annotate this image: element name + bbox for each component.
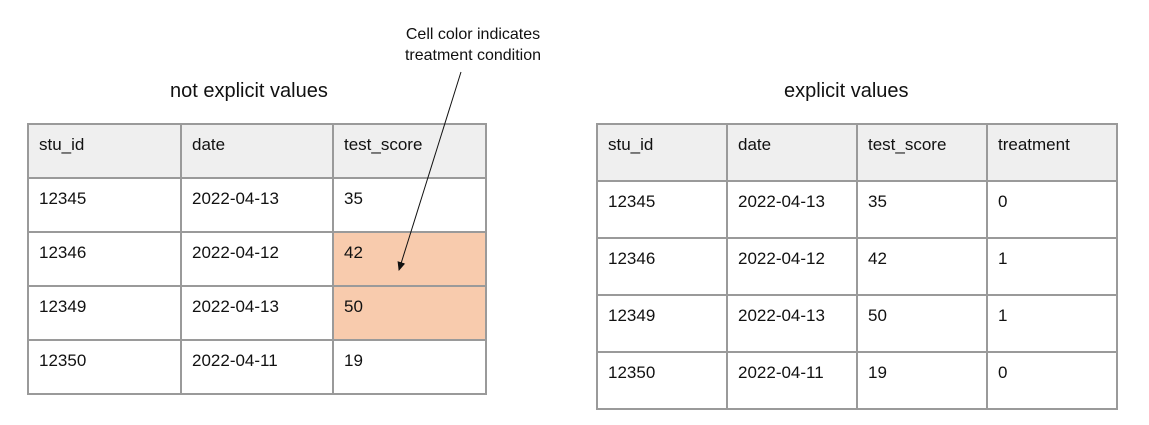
table-row: 12350 2022-04-11 19 bbox=[27, 339, 487, 395]
table-cell: 12346 bbox=[27, 231, 182, 287]
table-cell: 2022-04-13 bbox=[726, 294, 858, 353]
table-header-row: stu_id date test_score treatment bbox=[596, 123, 1118, 182]
table-cell: 2022-04-11 bbox=[180, 339, 334, 395]
table-row: 12345 2022-04-13 35 0 bbox=[596, 180, 1118, 239]
table-cell: 19 bbox=[856, 351, 988, 410]
table-cell: 12350 bbox=[596, 351, 728, 410]
table-cell: 35 bbox=[856, 180, 988, 239]
table-cell: 12349 bbox=[27, 285, 182, 341]
highlighted-cell: 42 bbox=[332, 231, 487, 287]
table-cell: 0 bbox=[986, 351, 1118, 410]
table-cell: 12345 bbox=[27, 177, 182, 233]
annotation-line-2: treatment condition bbox=[404, 47, 542, 64]
table-row: 12350 2022-04-11 19 0 bbox=[596, 351, 1118, 410]
table-cell: 12345 bbox=[596, 180, 728, 239]
table-cell: 35 bbox=[332, 177, 487, 233]
left-table-title: not explicit values bbox=[170, 80, 328, 102]
table-cell: 1 bbox=[986, 294, 1118, 353]
column-header: date bbox=[180, 123, 334, 179]
table-header-row: stu_id date test_score bbox=[27, 123, 487, 179]
column-header: stu_id bbox=[27, 123, 182, 179]
table-row: 12349 2022-04-13 50 1 bbox=[596, 294, 1118, 353]
right-table-title: explicit values bbox=[784, 80, 909, 102]
table-cell: 12346 bbox=[596, 237, 728, 296]
table-row: 12349 2022-04-13 50 bbox=[27, 285, 487, 341]
table-cell: 2022-04-13 bbox=[180, 177, 334, 233]
table-cell: 2022-04-13 bbox=[726, 180, 858, 239]
annotation-text: Cell color indicates treatment condition bbox=[388, 24, 558, 66]
table-cell: 0 bbox=[986, 180, 1118, 239]
column-header: test_score bbox=[856, 123, 988, 182]
highlighted-cell: 50 bbox=[332, 285, 487, 341]
annotation-line-1: Cell color indicates bbox=[405, 26, 541, 43]
table-cell: 2022-04-12 bbox=[180, 231, 334, 287]
table-row: 12346 2022-04-12 42 bbox=[27, 231, 487, 287]
left-table: stu_id date test_score 12345 2022-04-13 … bbox=[27, 123, 487, 395]
table-row: 12346 2022-04-12 42 1 bbox=[596, 237, 1118, 296]
table-cell: 42 bbox=[856, 237, 988, 296]
arrow-line bbox=[397, 71, 462, 271]
table-cell: 12349 bbox=[596, 294, 728, 353]
table-cell: 50 bbox=[856, 294, 988, 353]
table-cell: 19 bbox=[332, 339, 487, 395]
right-table: stu_id date test_score treatment 12345 2… bbox=[596, 123, 1118, 410]
table-cell: 2022-04-13 bbox=[180, 285, 334, 341]
table-row: 12345 2022-04-13 35 bbox=[27, 177, 487, 233]
column-header: date bbox=[726, 123, 858, 182]
table-cell: 1 bbox=[986, 237, 1118, 296]
column-header: treatment bbox=[986, 123, 1118, 182]
column-header: test_score bbox=[332, 123, 487, 179]
table-cell: 12350 bbox=[27, 339, 182, 395]
table-cell: 2022-04-12 bbox=[726, 237, 858, 296]
table-cell: 2022-04-11 bbox=[726, 351, 858, 410]
column-header: stu_id bbox=[596, 123, 728, 182]
